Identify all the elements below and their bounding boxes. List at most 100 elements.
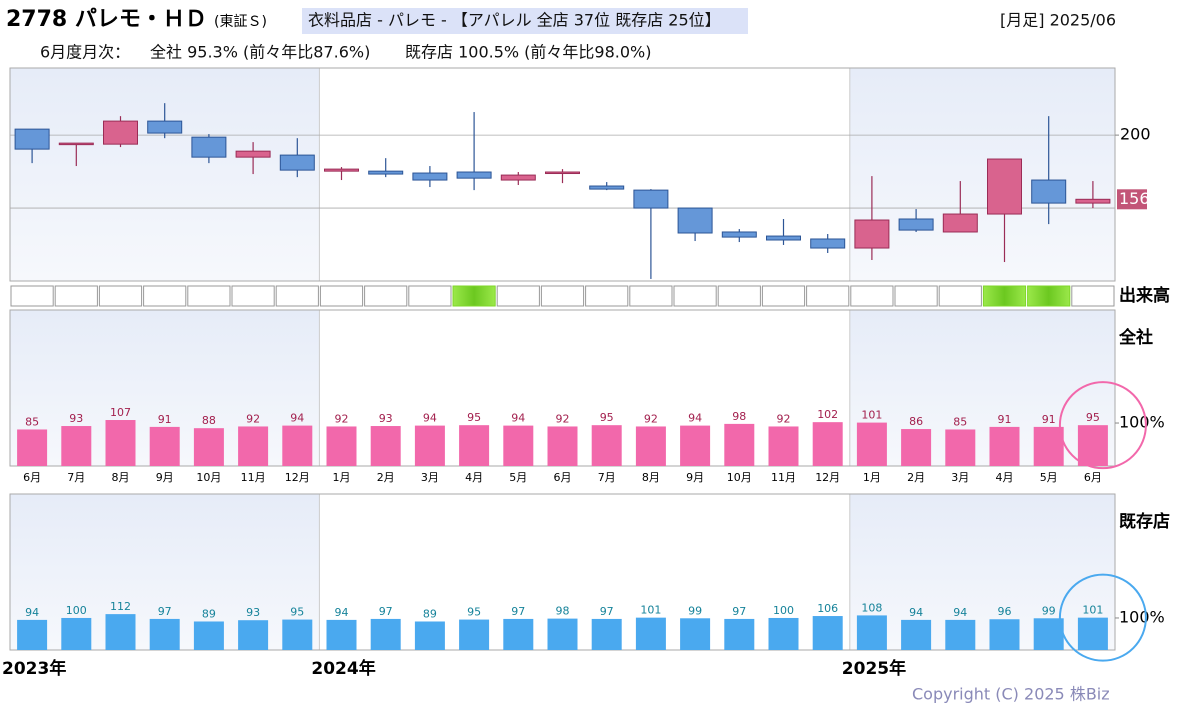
monthly-label: 6月度月次： <box>40 43 130 62</box>
x-tick-label: 5月 <box>509 471 527 484</box>
bar <box>989 619 1020 650</box>
panel-label: 全社 <box>1118 327 1153 348</box>
volume-cell <box>364 285 408 307</box>
x-tick-label: 8月 <box>112 471 130 484</box>
volume-cell <box>806 285 850 307</box>
bar <box>901 619 932 650</box>
panel-border <box>9 67 1116 282</box>
value-label: 89 <box>423 607 437 620</box>
value-label: 112 <box>110 600 131 613</box>
volume-cell <box>1027 285 1071 307</box>
value-label: 95 <box>290 606 304 619</box>
value-label: 97 <box>379 605 393 618</box>
candle-body <box>14 128 50 150</box>
bar <box>1077 425 1108 466</box>
x-tick-label: 7月 <box>598 471 616 484</box>
year-shade <box>849 494 1115 650</box>
value-label: 98 <box>556 605 570 618</box>
candle-body <box>677 207 713 234</box>
bar <box>945 429 976 466</box>
value-label: 91 <box>158 413 172 426</box>
value-label: 91 <box>998 413 1012 426</box>
volume-cell <box>761 285 806 307</box>
candle-body <box>324 168 359 172</box>
volume-cell <box>629 285 673 307</box>
value-label: 92 <box>335 412 349 425</box>
year-label: 2023年 <box>2 658 66 679</box>
value-label: 100 <box>66 604 87 617</box>
value-label: 85 <box>25 415 39 428</box>
x-tick-label: 5月 <box>1040 471 1058 484</box>
volume-cell <box>673 285 717 307</box>
highlight-circle <box>1058 381 1147 470</box>
year-label: 2024年 <box>311 658 375 679</box>
bar <box>414 425 445 466</box>
bar <box>591 425 622 466</box>
x-tick-label: 6月 <box>554 471 572 484</box>
category-bg <box>302 8 748 34</box>
title: 2778 パレモ・ＨＤ <box>6 7 207 32</box>
bar <box>326 426 357 466</box>
value-label: 100 <box>773 604 794 617</box>
value-label: 85 <box>953 415 967 428</box>
highlight-circle <box>1058 573 1147 662</box>
value-label: 97 <box>600 605 614 618</box>
bar <box>547 426 578 466</box>
volume-cell <box>717 285 761 307</box>
bar <box>1033 426 1064 466</box>
volume-cell <box>982 285 1027 307</box>
bar <box>193 621 224 650</box>
value-label: 94 <box>511 412 525 425</box>
x-tick-label: 10月 <box>196 471 221 484</box>
value-label: 88 <box>202 414 216 427</box>
year-shade <box>849 310 1115 466</box>
bar <box>282 619 313 650</box>
market: (東証Ｓ) <box>214 14 267 30</box>
value-label: 93 <box>246 606 260 619</box>
candle-body <box>58 142 94 146</box>
year-shade <box>10 68 320 281</box>
value-label: 97 <box>732 605 746 618</box>
x-tick-label: 11月 <box>241 471 266 484</box>
bar <box>812 616 843 650</box>
bar <box>17 619 48 650</box>
volume-cell <box>408 285 452 307</box>
value-label: 92 <box>777 412 791 425</box>
year-label: 2025年 <box>842 658 906 679</box>
x-tick-label: 2月 <box>907 471 925 484</box>
period: [月足] 2025/06 <box>1000 11 1116 30</box>
value-label: 102 <box>817 408 838 421</box>
x-tick-label: 4月 <box>996 471 1014 484</box>
bar <box>1033 618 1064 650</box>
bar <box>238 426 269 466</box>
volume-cell <box>938 285 982 307</box>
bar <box>238 620 269 650</box>
candle-body <box>1075 198 1111 204</box>
value-label: 93 <box>69 412 83 425</box>
candle-body <box>1031 179 1067 204</box>
year-shade <box>849 68 1115 281</box>
value-label: 94 <box>423 412 437 425</box>
y-tick-label: 100% <box>1119 607 1165 626</box>
bar <box>635 617 666 650</box>
x-tick-label: 12月 <box>815 471 840 484</box>
copyright: Copyright (C) 2025 株Biz <box>912 685 1110 704</box>
candle-body <box>942 213 978 233</box>
value-label: 94 <box>290 412 304 425</box>
volume-cell <box>54 285 98 307</box>
bar <box>459 619 490 650</box>
x-tick-label: 1月 <box>863 471 881 484</box>
candle-body <box>633 189 669 209</box>
candle-body <box>810 238 846 249</box>
candle-body <box>766 235 801 241</box>
volume-cell <box>231 285 275 307</box>
bar <box>989 426 1020 466</box>
bar <box>282 425 313 466</box>
bar <box>149 426 180 466</box>
candle-body <box>279 154 315 171</box>
value-label: 99 <box>688 604 702 617</box>
candle-body <box>103 120 138 145</box>
volume-cell <box>452 285 496 307</box>
bar <box>724 618 755 650</box>
